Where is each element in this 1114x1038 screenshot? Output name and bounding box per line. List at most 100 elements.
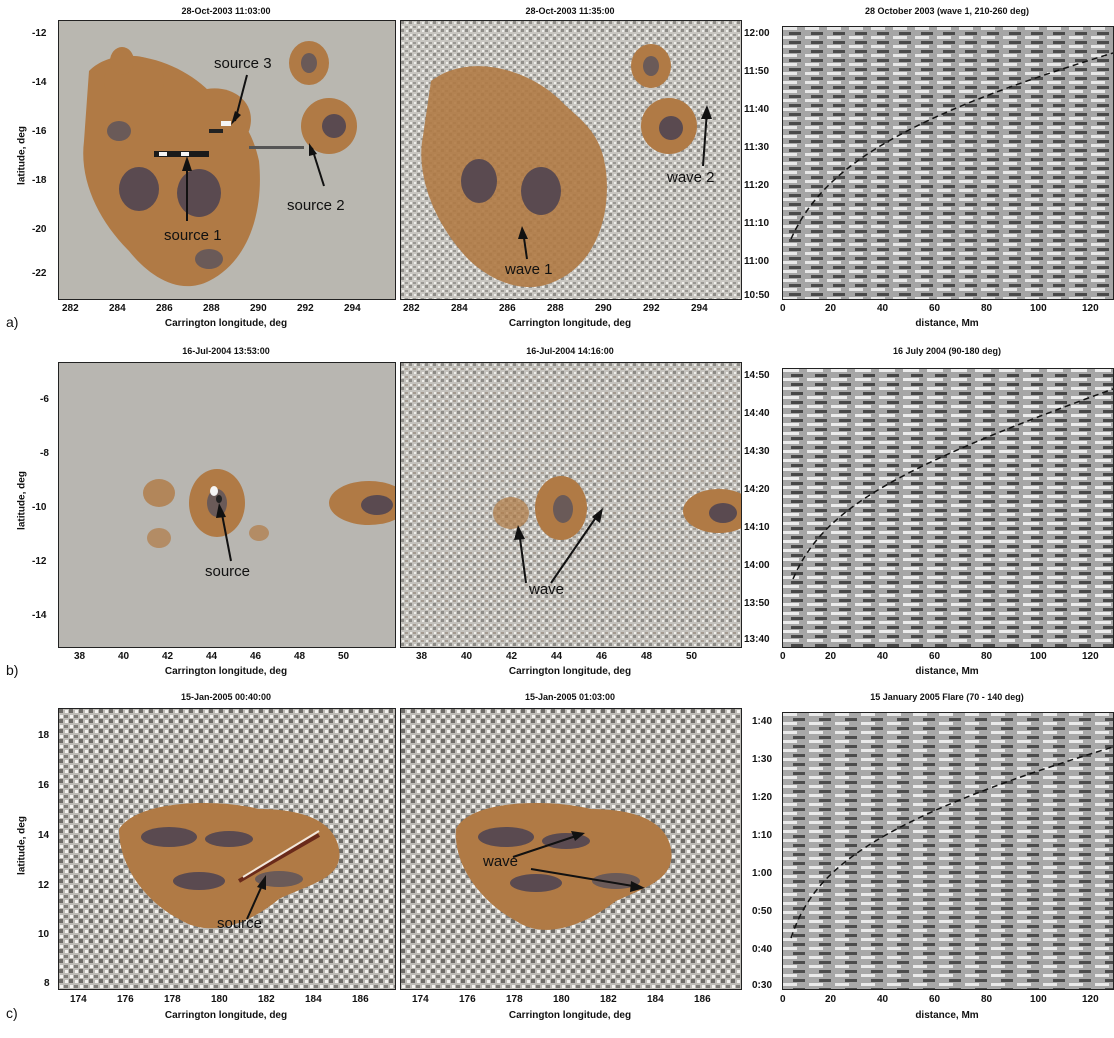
panel-c-right-time-distance <box>782 712 1114 990</box>
panel-c-right-title: 15 January 2005 Flare (70 - 140 deg) <box>870 692 1024 702</box>
dist-tick: 100 <box>1030 651 1047 662</box>
panel-b-right-time-distance <box>782 368 1114 648</box>
lon-tick: 186 <box>694 994 711 1005</box>
lon-tick: 284 <box>109 303 126 314</box>
row-a-left-xlabel: Carrington longitude, deg <box>164 318 288 329</box>
panel-a-right-title: 28 October 2003 (wave 1, 210-260 deg) <box>864 6 1030 16</box>
lon-tick: 38 <box>416 651 428 662</box>
time-tick: 1:30 <box>752 754 773 765</box>
lon-tick: 176 <box>459 994 476 1005</box>
time-tick: 0:40 <box>752 944 773 955</box>
dist-tick: 0 <box>780 651 786 662</box>
dist-tick: 40 <box>877 994 889 1005</box>
row-label-c: c) <box>6 1005 18 1021</box>
annotation-wave-2: wave 2 <box>667 169 715 186</box>
row-c-left-xlabel: Carrington longitude, deg <box>164 1010 288 1021</box>
row-a-mid-xlabel: Carrington longitude, deg <box>508 318 632 329</box>
lon-tick: 292 <box>297 303 314 314</box>
lon-tick: 290 <box>250 303 267 314</box>
annotation-wave: wave <box>529 581 565 598</box>
dist-tick: 80 <box>981 994 993 1005</box>
lon-tick: 184 <box>647 994 664 1005</box>
dist-tick: 100 <box>1030 303 1047 314</box>
panel-c-mid-title: 15-Jan-2005 01:03:00 <box>524 692 616 702</box>
row-a-ylabel: latitude, deg <box>16 126 28 185</box>
lon-tick: 178 <box>164 994 181 1005</box>
lon-tick: 292 <box>643 303 660 314</box>
lon-tick: 44 <box>206 651 218 662</box>
row-c-ylabel: latitude, deg <box>16 816 28 875</box>
time-tick: 1:40 <box>752 716 773 727</box>
lon-tick: 178 <box>506 994 523 1005</box>
lat-tick: -10 <box>32 502 47 513</box>
dist-tick: 20 <box>825 303 837 314</box>
time-distance-diagram-c <box>783 713 1113 989</box>
lat-tick: 12 <box>38 880 50 891</box>
sunspot-image-b-mid <box>401 363 741 647</box>
time-tick: 0:30 <box>752 980 773 991</box>
lon-tick: 174 <box>412 994 429 1005</box>
panel-c-left-title: 15-Jan-2005 00:40:00 <box>180 692 272 702</box>
time-tick: 14:40 <box>744 408 770 419</box>
lon-tick: 42 <box>162 651 174 662</box>
lon-tick: 186 <box>352 994 369 1005</box>
row-label-a: a) <box>6 314 19 330</box>
time-tick: 11:20 <box>744 180 770 191</box>
lon-tick: 46 <box>250 651 262 662</box>
panel-c-mid-dopplergram: wave <box>400 708 742 990</box>
lon-tick: 182 <box>600 994 617 1005</box>
lat-tick: -8 <box>40 448 49 459</box>
row-c-right-xlabel: distance, Mm <box>915 1010 979 1021</box>
panel-b-mid-dopplergram: wave <box>400 362 742 648</box>
time-tick: 11:40 <box>744 104 770 115</box>
annotation-source: source <box>217 915 263 932</box>
lon-tick: 288 <box>547 303 564 314</box>
lon-tick: 176 <box>117 994 134 1005</box>
sunspot-image-c-mid <box>401 709 741 989</box>
time-tick: 1:00 <box>752 868 773 879</box>
dist-tick: 80 <box>981 651 993 662</box>
row-a-right-xlabel: distance, Mm <box>915 318 979 329</box>
dist-tick: 0 <box>780 994 786 1005</box>
lat-tick: 16 <box>38 780 50 791</box>
row-b-ylabel: latitude, deg <box>16 471 28 530</box>
sunspot-image-a-mid <box>401 21 741 299</box>
lat-tick: -20 <box>32 224 47 235</box>
time-tick: 14:30 <box>744 446 770 457</box>
lon-tick: 48 <box>294 651 306 662</box>
lon-tick: 40 <box>118 651 130 662</box>
time-tick: 11:10 <box>744 218 770 229</box>
lon-tick: 42 <box>506 651 518 662</box>
dist-tick: 120 <box>1082 994 1099 1005</box>
time-tick: 10:50 <box>744 290 770 301</box>
row-b-right-xlabel: distance, Mm <box>915 666 979 677</box>
time-tick: 1:10 <box>752 830 773 841</box>
lat-tick: -22 <box>32 268 47 279</box>
lat-tick: -12 <box>32 28 47 39</box>
time-tick: 14:50 <box>744 370 770 381</box>
dist-tick: 60 <box>929 994 941 1005</box>
sunspot-image-b-left <box>143 469 395 562</box>
dist-tick: 60 <box>929 303 941 314</box>
lon-tick: 50 <box>338 651 350 662</box>
lon-tick: 40 <box>461 651 473 662</box>
lon-tick: 44 <box>551 651 563 662</box>
lon-tick: 294 <box>344 303 361 314</box>
dist-tick: 40 <box>877 651 889 662</box>
dist-tick: 80 <box>981 303 993 314</box>
lon-tick: 46 <box>596 651 608 662</box>
panel-a-mid-title: 28-Oct-2003 11:35:00 <box>525 6 615 16</box>
panel-a-left-magnetogram: source 3 source 2 source 1 <box>58 20 396 300</box>
panel-b-left-magnetogram: source <box>58 362 396 648</box>
dist-tick: 120 <box>1082 303 1099 314</box>
lon-tick: 182 <box>258 994 275 1005</box>
dist-tick: 0 <box>780 303 786 314</box>
time-distance-diagram-a <box>783 27 1113 299</box>
dist-tick: 60 <box>929 651 941 662</box>
panel-a-right-time-distance <box>782 26 1114 300</box>
time-tick: 13:40 <box>744 634 770 645</box>
annotation-source: source <box>205 563 251 580</box>
lat-tick: 8 <box>44 978 50 989</box>
panel-b-mid-title: 16-Jul-2004 14:16:00 <box>526 346 614 356</box>
lon-tick: 50 <box>686 651 698 662</box>
